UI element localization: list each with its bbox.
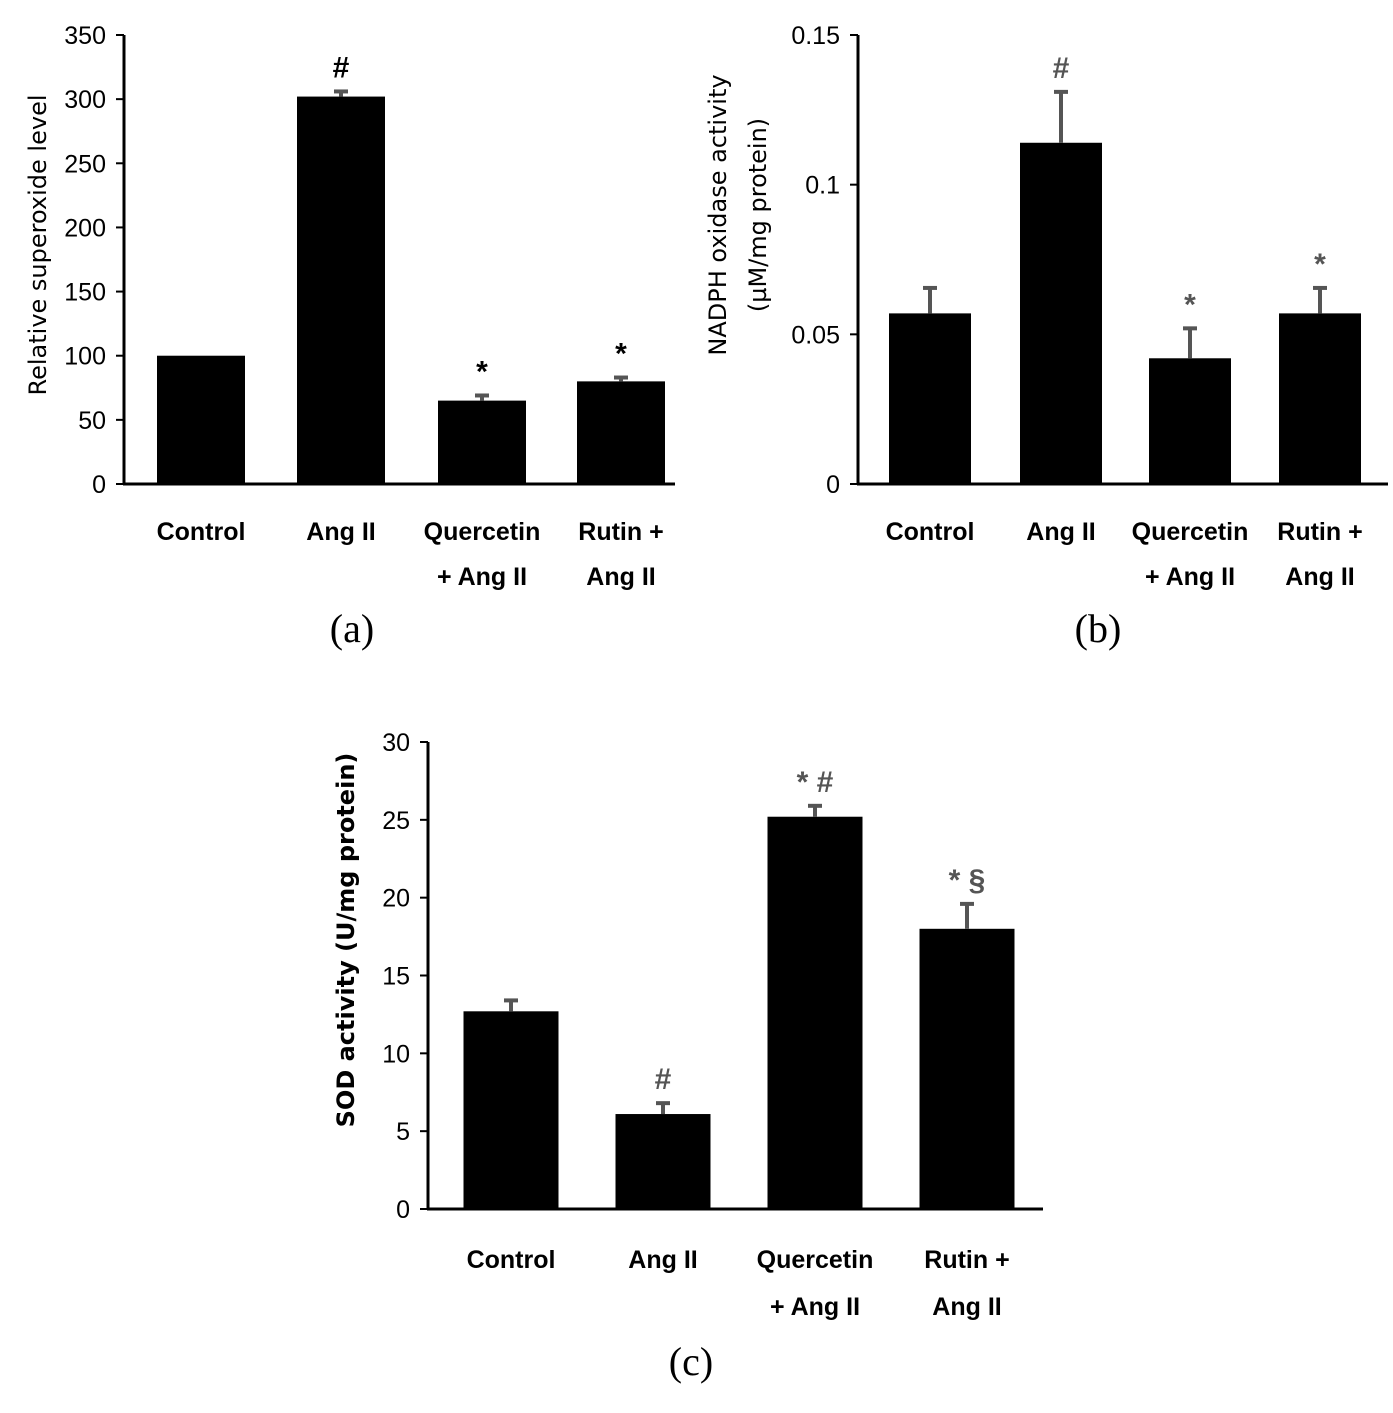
category-label: + Ang II: [1145, 563, 1235, 591]
bar: [577, 381, 665, 484]
category-label: Ang II: [628, 1246, 697, 1274]
y-tick-label: 150: [64, 279, 106, 307]
bar: [297, 96, 385, 484]
chart-panel-c: 0 5 10 15 20 25 30 SOD activity (U/mg protein) C…: [332, 729, 1043, 1384]
bar: [1020, 142, 1102, 484]
significance-marker: #: [1053, 52, 1070, 85]
y-axis-label: SOD activity (U/mg protein): [332, 753, 360, 1128]
category-label: Rutin +: [1277, 518, 1362, 546]
y-axis-label-line: NADPH oxidase activity: [704, 74, 732, 355]
panel-label: (b): [1075, 606, 1122, 651]
y-tick-label: 50: [78, 407, 106, 435]
category-label: Quercetin: [1132, 518, 1249, 546]
bar: [157, 355, 245, 484]
y-tick-label: 25: [382, 807, 410, 835]
chart-panel-a: 0 50 100 150 200 250 300 350 Relative superoxide…: [24, 22, 675, 651]
category-label: Ang II: [1285, 563, 1354, 591]
y-tick-label: 30: [382, 729, 410, 757]
bar: [919, 928, 1015, 1209]
significance-marker: * #: [797, 766, 834, 799]
bar: [463, 1011, 559, 1209]
bar: [1149, 358, 1231, 484]
y-axis-label: Relative superoxide level: [24, 95, 52, 396]
category-label: + Ang II: [770, 1293, 860, 1321]
bar: [1279, 313, 1361, 484]
bar: [438, 400, 526, 484]
category-label: Control: [467, 1246, 556, 1274]
significance-marker: #: [655, 1063, 672, 1096]
chart-panel-b: 0 0.05 0.1 0.15 NADPH oxidase activity (µM/mg…: [704, 22, 1388, 651]
bar: [615, 1114, 711, 1209]
significance-marker: *: [476, 355, 488, 388]
bar: [767, 816, 863, 1209]
bar: [889, 313, 971, 484]
category-label: Control: [886, 518, 975, 546]
y-tick-label: 250: [64, 150, 106, 178]
y-tick-label: 5: [396, 1118, 410, 1146]
y-tick-label: 20: [382, 885, 410, 913]
significance-marker: *: [1314, 248, 1326, 281]
y-axis-label: NADPH oxidase activity (µM/mg protein): [704, 74, 772, 355]
category-label: Rutin +: [578, 518, 663, 546]
category-label: Quercetin: [757, 1246, 874, 1274]
y-axis-label-line: SOD activity (U/mg protein): [332, 753, 360, 1128]
category-label: Rutin +: [924, 1246, 1009, 1274]
significance-marker: * §: [949, 864, 986, 897]
y-tick-label: 0: [92, 471, 106, 499]
significance-marker: *: [615, 338, 627, 371]
category-label: Ang II: [586, 563, 655, 591]
y-tick-label: 10: [382, 1040, 410, 1068]
category-label: + Ang II: [437, 563, 527, 591]
y-tick-label: 0.05: [791, 321, 840, 349]
y-tick-label: 0.15: [791, 22, 840, 50]
y-tick-label: 200: [64, 214, 106, 242]
category-label: Control: [157, 518, 246, 546]
y-tick-label: 100: [64, 343, 106, 371]
panel-label: (c): [669, 1339, 713, 1384]
category-label: Ang II: [932, 1293, 1001, 1321]
y-tick-label: 0: [826, 471, 840, 499]
category-label: Ang II: [306, 518, 375, 546]
y-axis-label-line: (µM/mg protein): [744, 118, 772, 312]
y-axis-label-line: Relative superoxide level: [24, 95, 52, 396]
y-tick-label: 0.1: [805, 172, 840, 200]
y-tick-label: 350: [64, 22, 106, 50]
y-tick-label: 15: [382, 963, 410, 991]
significance-marker: #: [333, 51, 350, 84]
panel-label: (a): [330, 606, 374, 651]
significance-marker: *: [1184, 288, 1196, 321]
category-label: Ang II: [1026, 518, 1095, 546]
y-tick-label: 300: [64, 86, 106, 114]
y-tick-label: 0: [396, 1196, 410, 1224]
category-label: Quercetin: [424, 518, 541, 546]
